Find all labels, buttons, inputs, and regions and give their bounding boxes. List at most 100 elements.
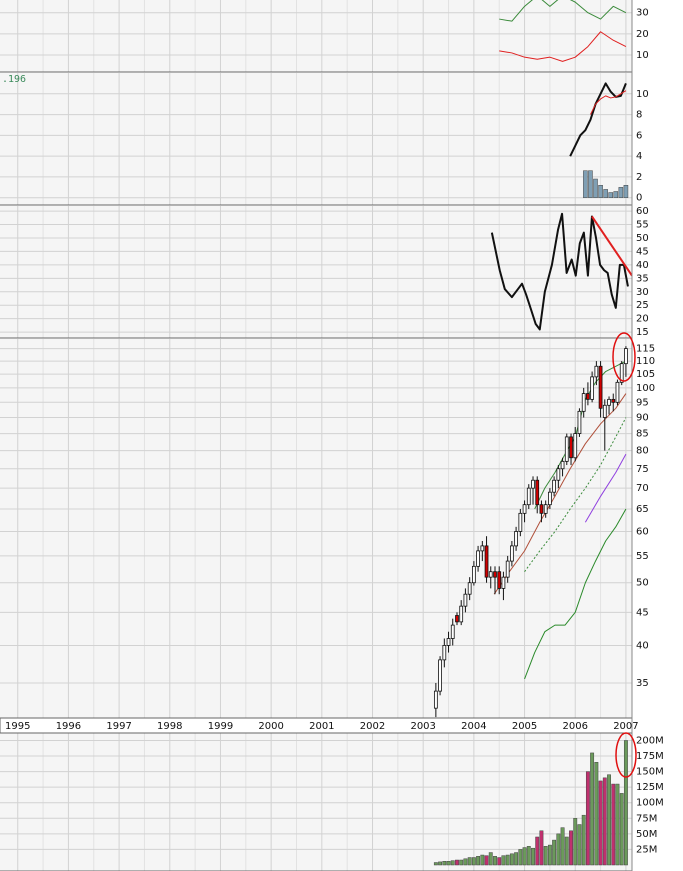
- bar: [455, 859, 459, 866]
- line: [524, 417, 627, 572]
- candle-body: [615, 381, 620, 403]
- bar: [450, 860, 455, 866]
- panel-background: [0, 73, 632, 205]
- bar: [446, 861, 451, 866]
- bar: [442, 861, 447, 866]
- y-tick-label: 25: [636, 300, 649, 311]
- bar: [467, 857, 472, 866]
- candle-body: [505, 560, 510, 578]
- line: [493, 393, 627, 595]
- bar: [518, 849, 523, 866]
- bar: [438, 861, 443, 866]
- bar: [531, 847, 535, 866]
- y-tick-label: 95: [636, 397, 649, 408]
- y-tick-label: 70: [636, 483, 649, 494]
- bar: [608, 192, 613, 198]
- candle-body: [518, 512, 523, 532]
- bar: [539, 830, 544, 866]
- y-tick-label: 40: [636, 260, 649, 271]
- candle-body: [514, 531, 518, 547]
- bar: [619, 793, 624, 866]
- candle-body: [488, 571, 493, 578]
- candle-body: [526, 487, 531, 506]
- bar: [459, 859, 464, 866]
- candle-body: [581, 393, 586, 412]
- y-tick-label: 100M: [636, 798, 664, 809]
- x-tick-label: 2001: [309, 721, 334, 732]
- y-tick-label: 45: [636, 246, 649, 257]
- candle-body: [455, 615, 459, 623]
- bar: [526, 846, 531, 866]
- candle-body: [539, 504, 544, 514]
- bar: [535, 836, 540, 866]
- candle-body: [556, 468, 561, 481]
- bar: [623, 740, 628, 866]
- bar: [603, 189, 608, 198]
- y-tick-label: 30: [636, 8, 649, 19]
- candle-body: [501, 576, 506, 589]
- candle-body: [560, 460, 565, 470]
- bar: [613, 191, 619, 198]
- highlight-ellipse: [615, 732, 637, 778]
- bar: [556, 833, 561, 866]
- y-tick-label: 100: [636, 383, 655, 394]
- line: [591, 215, 632, 277]
- y-tick-label: 55: [636, 220, 649, 231]
- bar: [564, 836, 569, 866]
- candle-body: [573, 433, 578, 459]
- bar: [493, 856, 497, 866]
- x-tick-label: 1995: [5, 721, 30, 732]
- y-tick-label: 85: [636, 429, 649, 440]
- y-tick-label: 75: [636, 464, 649, 475]
- bar: [607, 774, 611, 866]
- bar: [488, 852, 493, 866]
- y-tick-label: 10: [636, 50, 649, 61]
- annotation: .196: [2, 74, 26, 85]
- candle-body: [476, 550, 480, 567]
- panel: [0, 73, 632, 205]
- bar: [433, 862, 438, 866]
- bar: [501, 855, 506, 866]
- line: [490, 212, 629, 331]
- candle-body: [535, 479, 540, 506]
- y-tick-label: 15: [636, 327, 649, 338]
- y-tick-label: 60: [636, 206, 649, 217]
- candle-body: [450, 624, 455, 639]
- panel: [0, 339, 632, 718]
- x-tick-label: 2004: [461, 721, 486, 732]
- bar: [594, 762, 599, 866]
- candle-body: [438, 659, 442, 692]
- panel-background: [0, 0, 632, 72]
- y-tick-label: 75M: [636, 813, 657, 824]
- candle-body: [472, 565, 476, 584]
- x-tick-label: 2007: [613, 721, 638, 732]
- candle-body: [619, 363, 624, 383]
- candle-body: [522, 504, 527, 514]
- candle-body: [480, 545, 485, 552]
- bar: [598, 780, 603, 866]
- candle-body: [543, 504, 548, 514]
- candle-body: [442, 645, 447, 661]
- bar: [590, 752, 595, 866]
- candle-body: [463, 593, 468, 607]
- x-tick-label: 2005: [512, 721, 537, 732]
- y-tick-label: 80: [636, 446, 649, 457]
- candle-body: [624, 348, 628, 365]
- candle-body: [607, 398, 611, 406]
- bar: [569, 830, 573, 866]
- bar: [577, 824, 582, 866]
- y-tick-label: 0: [636, 193, 642, 204]
- y-tick-label: 150M: [636, 767, 664, 778]
- bar: [593, 178, 598, 198]
- candle-body: [602, 404, 607, 418]
- line: [589, 90, 627, 115]
- candle-body: [467, 582, 472, 595]
- y-tick-label: 50: [636, 578, 649, 589]
- bar: [585, 771, 590, 866]
- bar: [618, 187, 624, 198]
- bar: [623, 185, 629, 198]
- y-tick-label: 125M: [636, 782, 664, 793]
- y-tick-label: 90: [636, 413, 649, 424]
